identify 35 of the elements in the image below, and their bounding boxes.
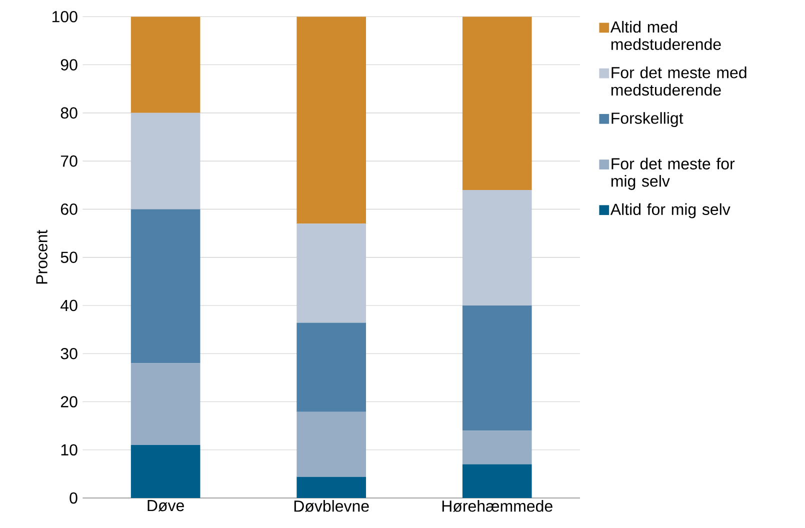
x-tick-label: Hørehæmmede [442,500,552,512]
legend-label: Altid for mig selv [610,203,730,218]
y-tick-label: 100 [52,11,78,22]
legend-label: For det meste med medstuderende [611,66,746,96]
legend-label: For det meste for mig selv [611,158,735,190]
bar [462,305,532,431]
bar [462,16,532,190]
y-tick-label: 40 [60,300,78,312]
y-tick-label: 50 [60,252,78,263]
y-tick-label: 90 [60,59,78,70]
bar [462,190,532,306]
legend-label: Forskelligt [612,112,684,128]
bar [296,412,366,477]
bar [462,430,532,464]
bar [462,464,532,498]
y-axis-title: Procent [36,230,48,284]
bar [130,363,200,446]
bar [130,209,200,364]
y-tick-label: 10 [61,444,78,456]
bar [296,16,366,224]
y-tick-label: 80 [60,107,78,119]
y-tick-label: 30 [60,348,78,360]
legend-label: Altid med medstuderende [610,20,721,50]
bar [130,16,200,113]
x-tick-label: Døve [148,500,184,512]
y-tick-label: 70 [60,155,78,167]
x-tick-label: Døvblevne [294,500,369,512]
bar [296,476,366,498]
bar [296,322,366,412]
bar [130,445,200,498]
y-tick-label: 0 [70,492,78,504]
y-tick-label: 60 [60,204,78,215]
bar [296,224,366,323]
bar [130,112,200,210]
y-tick-label: 20 [60,396,78,408]
